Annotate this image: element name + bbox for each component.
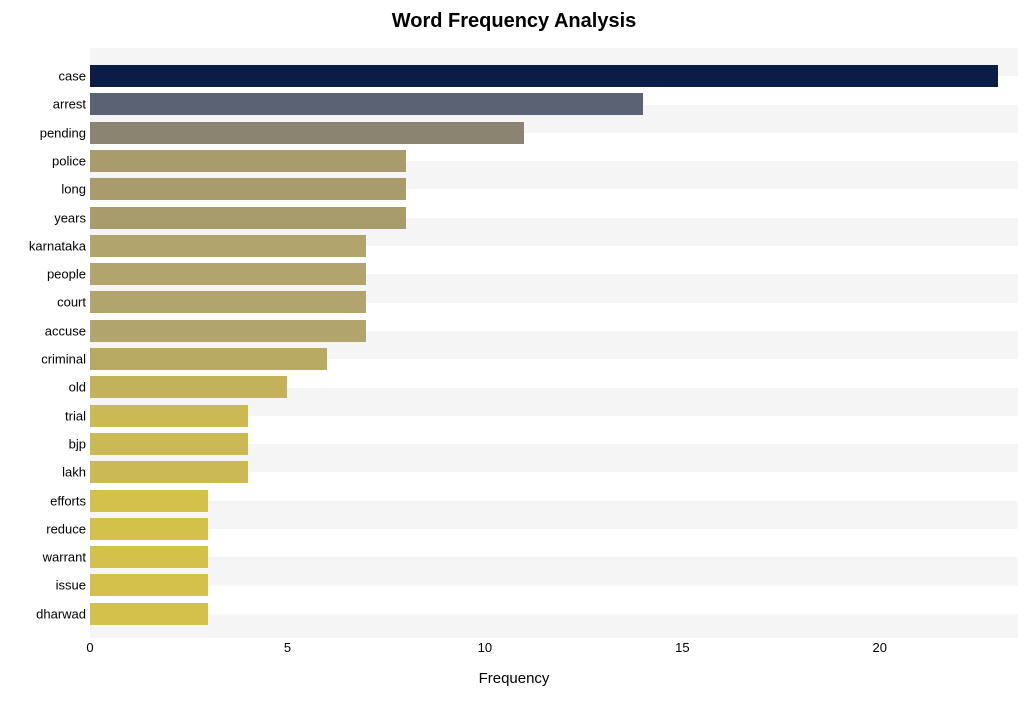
y-axis-label: lakh: [62, 465, 86, 480]
plot-area: [90, 48, 1018, 638]
bar: [90, 235, 366, 257]
bar: [90, 320, 366, 342]
bar: [90, 150, 406, 172]
y-axis-label: case: [59, 69, 86, 84]
bar: [90, 376, 287, 398]
grid-band: [90, 614, 1018, 638]
y-axis-label: reduce: [46, 521, 86, 536]
y-axis-label: old: [69, 380, 86, 395]
bar: [90, 65, 998, 87]
bar: [90, 490, 208, 512]
grid-band: [90, 586, 1018, 614]
y-axis-label: issue: [56, 578, 86, 593]
bar: [90, 461, 248, 483]
y-axis-label: karnataka: [29, 238, 86, 253]
bar: [90, 603, 208, 625]
x-axis-label: Frequency: [0, 670, 1028, 687]
grid-band: [90, 529, 1018, 557]
y-axis-label: police: [52, 153, 86, 168]
y-axis-label: arrest: [53, 97, 86, 112]
y-axis-label: trial: [65, 408, 86, 423]
bar: [90, 122, 524, 144]
bar: [90, 405, 248, 427]
y-axis-label: court: [57, 295, 86, 310]
y-axis-label: bjp: [69, 436, 86, 451]
chart-title: Word Frequency Analysis: [0, 10, 1028, 33]
bar: [90, 207, 406, 229]
y-axis-label: efforts: [50, 493, 86, 508]
x-axis-tick: 10: [478, 640, 492, 655]
bar: [90, 546, 208, 568]
bar: [90, 348, 327, 370]
x-axis-tick: 0: [86, 640, 93, 655]
y-axis-label: people: [47, 267, 86, 282]
bar: [90, 574, 208, 596]
bar: [90, 263, 366, 285]
y-axis-label: pending: [40, 125, 86, 140]
chart-container: Word Frequency Analysis Frequency case ar…: [0, 0, 1028, 701]
bar: [90, 178, 406, 200]
x-axis-tick: 5: [284, 640, 291, 655]
y-axis-label: accuse: [45, 323, 86, 338]
grid-band: [90, 557, 1018, 585]
x-axis-tick: 20: [873, 640, 887, 655]
bar: [90, 93, 643, 115]
x-axis-tick: 15: [675, 640, 689, 655]
y-axis-label: criminal: [41, 352, 86, 367]
y-axis-label: long: [61, 182, 86, 197]
y-axis-label: warrant: [43, 550, 86, 565]
y-axis-label: years: [54, 210, 86, 225]
bar: [90, 291, 366, 313]
grid-band: [90, 501, 1018, 529]
bar: [90, 433, 248, 455]
bar: [90, 518, 208, 540]
y-axis-label: dharwad: [36, 606, 86, 621]
